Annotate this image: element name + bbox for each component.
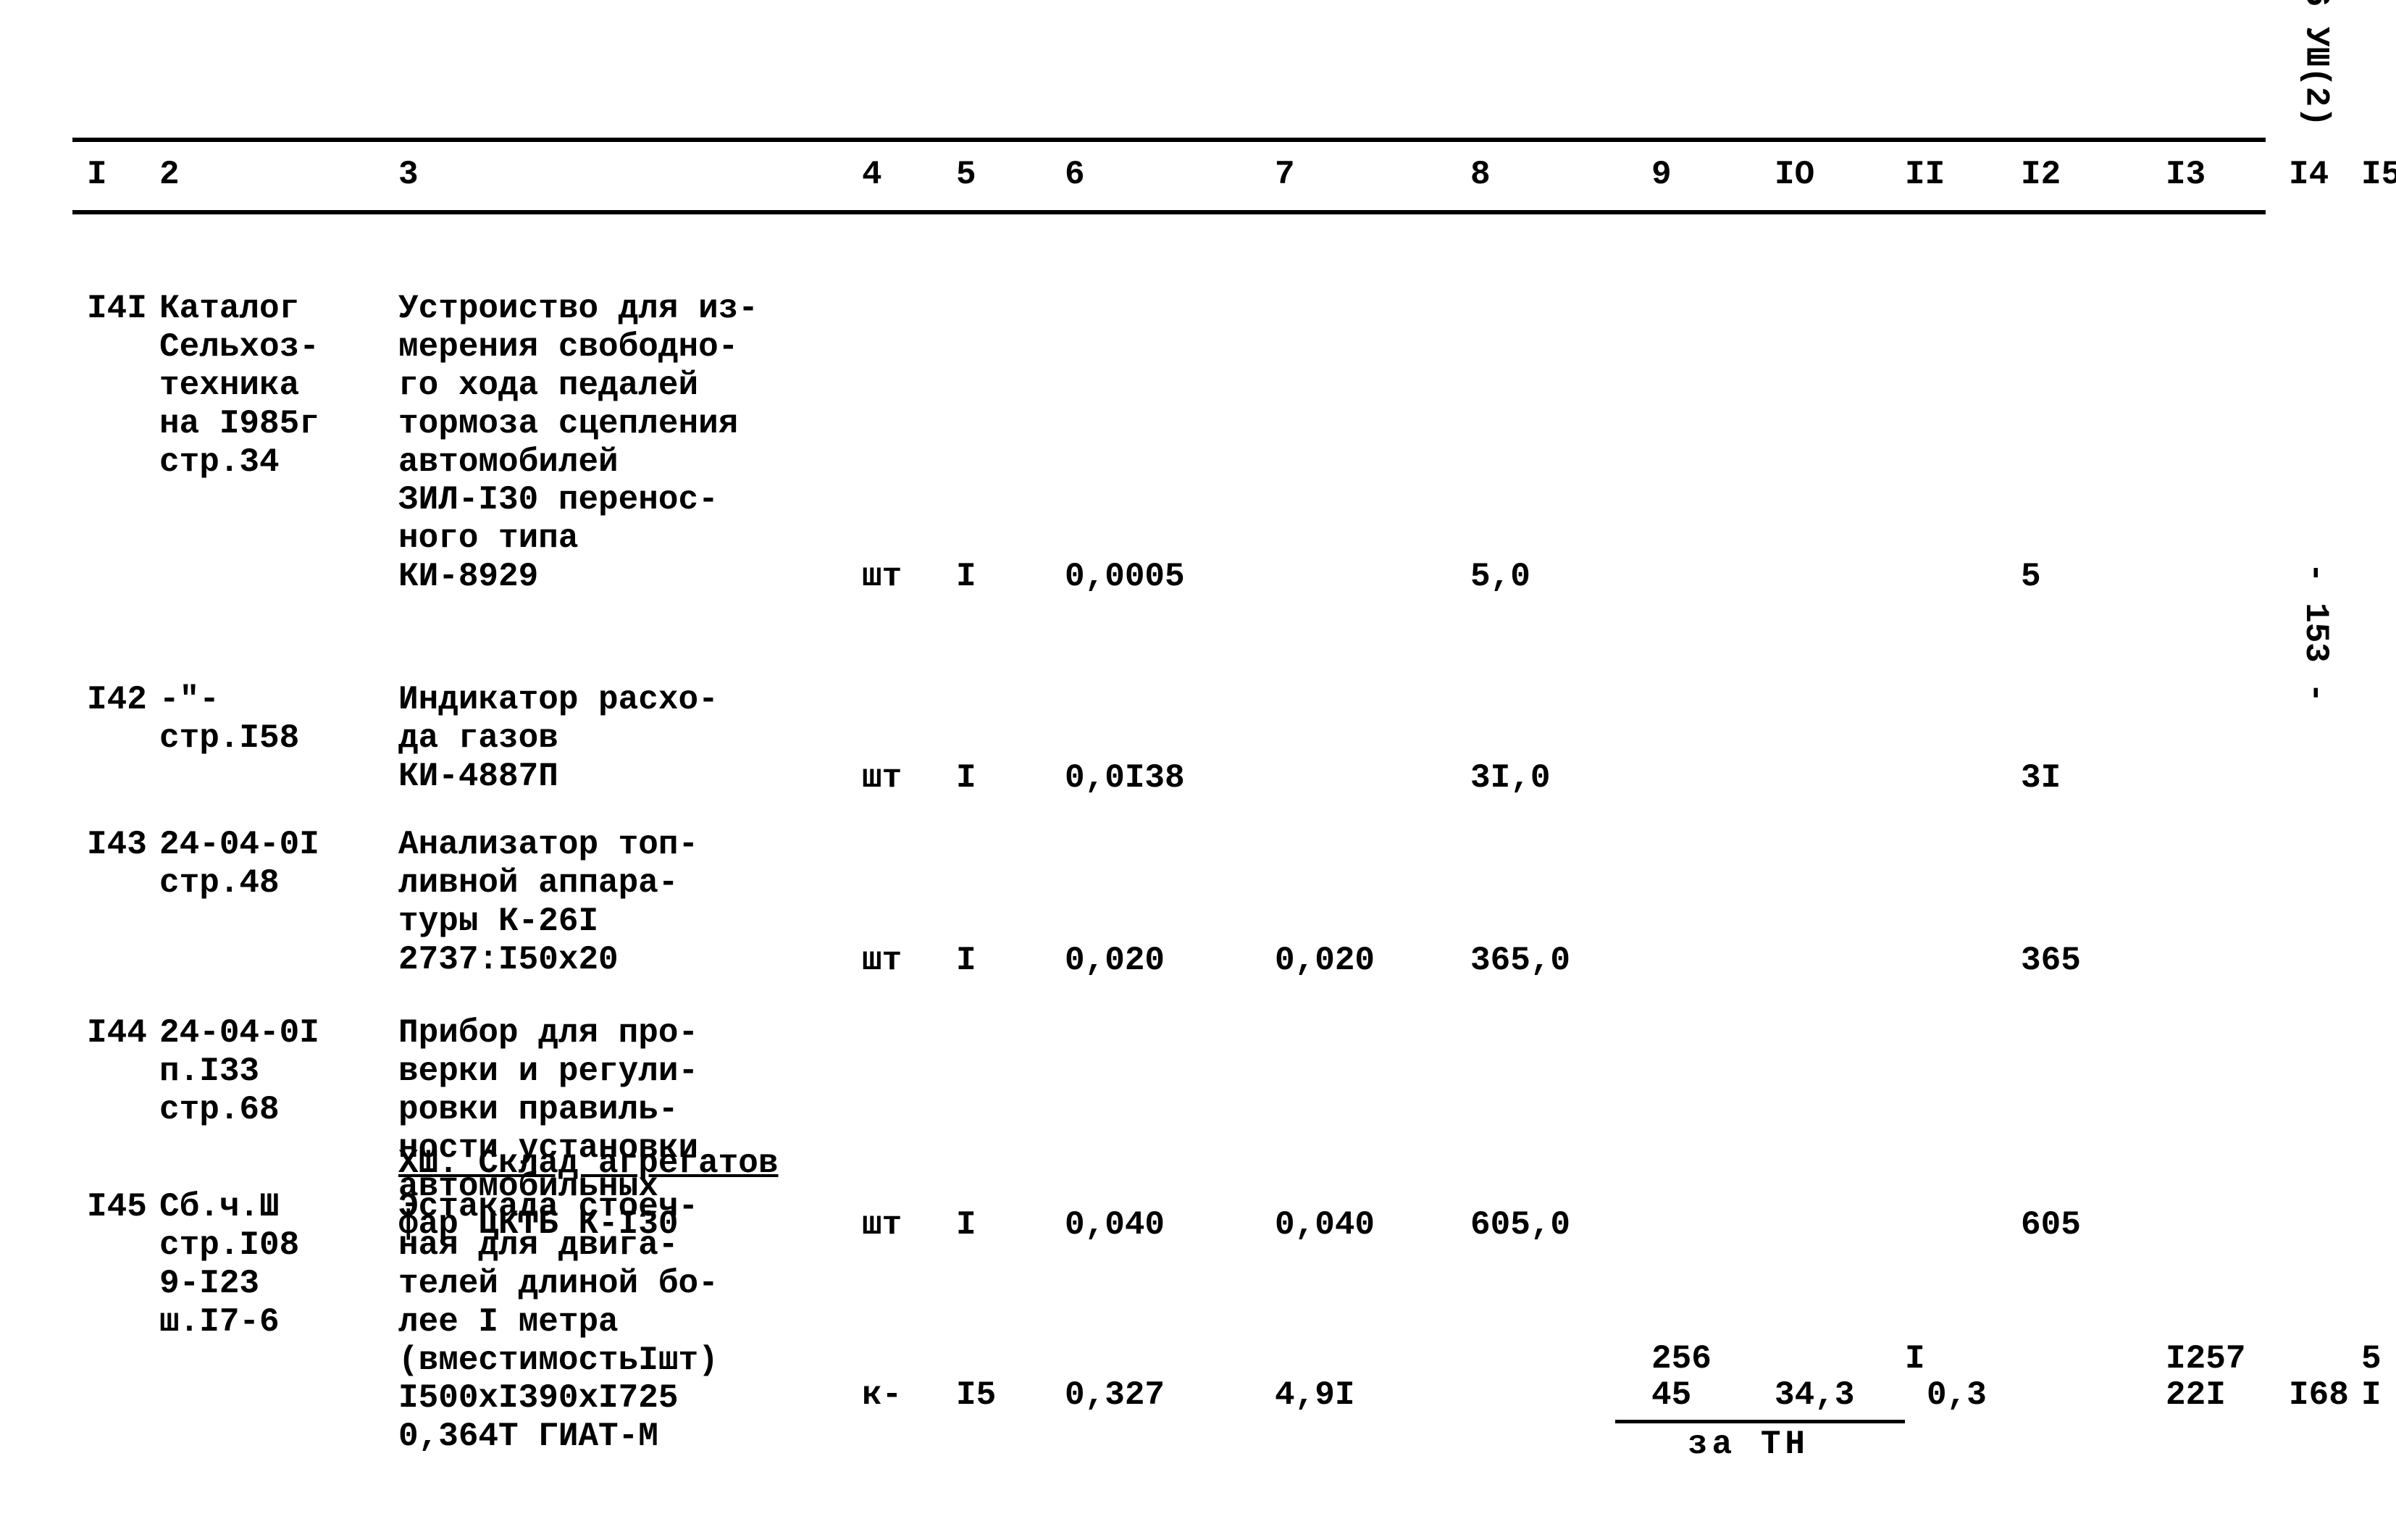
cell-c6: 0,327 bbox=[1065, 1376, 1165, 1415]
row-src: 24-04-0I стр.48 bbox=[159, 826, 384, 903]
row-desc: Анализатор топ- ливной аппара- туры К-26… bbox=[398, 826, 847, 979]
col-header-12: I2 bbox=[2021, 156, 2061, 194]
cell-c12: 605 bbox=[2021, 1206, 2081, 1244]
doc-code-vertical: 503 -I-4ТС.86 УШ(2) bbox=[2296, 0, 2334, 127]
cell-c10: 34,3 bbox=[1775, 1376, 1854, 1415]
col-header-13: I3 bbox=[2166, 156, 2206, 194]
footer-label: за ТН bbox=[1688, 1426, 1809, 1464]
cell-c5: I bbox=[956, 942, 976, 980]
cell-c8: 3I,0 bbox=[1470, 759, 1550, 798]
col-header-6: 6 bbox=[1065, 156, 1085, 194]
cell-c5: I bbox=[956, 759, 976, 798]
cell-c8: 365,0 bbox=[1470, 942, 1570, 980]
cell-c9-top: 256 bbox=[1651, 1340, 1712, 1378]
row-src: 24-04-0I п.I33 стр.68 bbox=[159, 1014, 384, 1129]
col-header-8: 8 bbox=[1470, 156, 1491, 194]
cell-c6: 0,020 bbox=[1065, 942, 1165, 980]
row-src: Сб.ч.Ш стр.I08 9-I23 ш.I7-6 bbox=[159, 1188, 384, 1342]
section-title: XШ. Склад агрегатов bbox=[398, 1144, 779, 1183]
row-desc: Устроиство для из- мерения свободно- го … bbox=[398, 290, 847, 596]
col-header-15: I5 bbox=[2361, 156, 2396, 194]
cell-c6: 0,0I38 bbox=[1065, 759, 1185, 798]
row-num: I4I bbox=[87, 290, 147, 328]
cell-c11-bot: 0,3 bbox=[1927, 1376, 1987, 1415]
cell-c4: шт bbox=[862, 558, 902, 596]
rule-top bbox=[72, 138, 2266, 142]
col-header-7: 7 bbox=[1275, 156, 1295, 194]
cell-c15-bot: I bbox=[2361, 1376, 2382, 1415]
cell-c4: шт bbox=[862, 759, 902, 798]
cell-c4: шт bbox=[862, 942, 902, 980]
cell-c4: шт bbox=[862, 1206, 902, 1244]
col-header-2: 2 bbox=[159, 156, 180, 194]
row-src: -"- стр.I58 bbox=[159, 681, 384, 758]
cell-c12: 5 bbox=[2021, 558, 2041, 596]
col-header-5: 5 bbox=[956, 156, 976, 194]
cell-c13-bot: 22I bbox=[2166, 1376, 2226, 1415]
cell-c8: 5,0 bbox=[1470, 558, 1530, 596]
col-header-9: 9 bbox=[1651, 156, 1672, 194]
cell-c5: I bbox=[956, 558, 976, 596]
cell-c4: к- bbox=[862, 1376, 902, 1415]
col-header-10: IO bbox=[1775, 156, 1814, 194]
cell-c5: I bbox=[956, 1206, 976, 1244]
cell-c7: 4,9I bbox=[1275, 1376, 1354, 1415]
row-num: I42 bbox=[87, 681, 147, 719]
row-desc: Индикатор расхо- да газов КИ-4887П bbox=[398, 681, 847, 796]
cell-c5: I5 bbox=[956, 1376, 996, 1415]
cell-c7: 0,020 bbox=[1275, 942, 1375, 980]
cell-c6: 0,040 bbox=[1065, 1206, 1165, 1244]
cell-c7: 0,040 bbox=[1275, 1206, 1375, 1244]
cell-c15-top: 5 bbox=[2361, 1340, 2382, 1378]
cell-c8: 605,0 bbox=[1470, 1206, 1570, 1244]
row-desc: Эстакада стоеч- ная для двига- телей дли… bbox=[398, 1188, 847, 1456]
row-num: I43 bbox=[87, 826, 147, 864]
col-header-1: I bbox=[87, 156, 107, 194]
footer-rule bbox=[1615, 1420, 1905, 1423]
cell-c12: 365 bbox=[2021, 942, 2081, 980]
cell-c12: 3I bbox=[2021, 759, 2061, 798]
col-header-4: 4 bbox=[862, 156, 882, 194]
row-num: I45 bbox=[87, 1188, 147, 1226]
row-src: Каталог Сельхоз- техника на I985г стр.34 bbox=[159, 290, 384, 481]
cell-c11-top: I bbox=[1905, 1340, 1925, 1378]
col-header-11: II bbox=[1905, 156, 1945, 194]
cell-c9-bot: 45 bbox=[1651, 1376, 1691, 1415]
cell-c13-top: I257 bbox=[2166, 1340, 2245, 1378]
cell-c6: 0,0005 bbox=[1065, 558, 1185, 596]
cell-c14: I68 bbox=[2289, 1376, 2349, 1415]
row-num: I44 bbox=[87, 1014, 147, 1053]
col-header-3: 3 bbox=[398, 156, 419, 194]
page-number-vertical: - 153 - bbox=[2296, 563, 2334, 703]
col-header-14: I4 bbox=[2289, 156, 2329, 194]
rule-bottom bbox=[72, 210, 2266, 214]
